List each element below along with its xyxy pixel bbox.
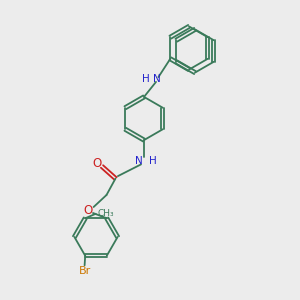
Text: H: H — [148, 156, 156, 167]
Text: O: O — [84, 203, 93, 217]
Text: O: O — [92, 157, 101, 170]
Text: CH₃: CH₃ — [98, 209, 114, 218]
Text: N: N — [153, 74, 161, 85]
Text: Br: Br — [79, 266, 91, 276]
Text: H: H — [142, 74, 149, 85]
Text: N: N — [135, 156, 142, 167]
